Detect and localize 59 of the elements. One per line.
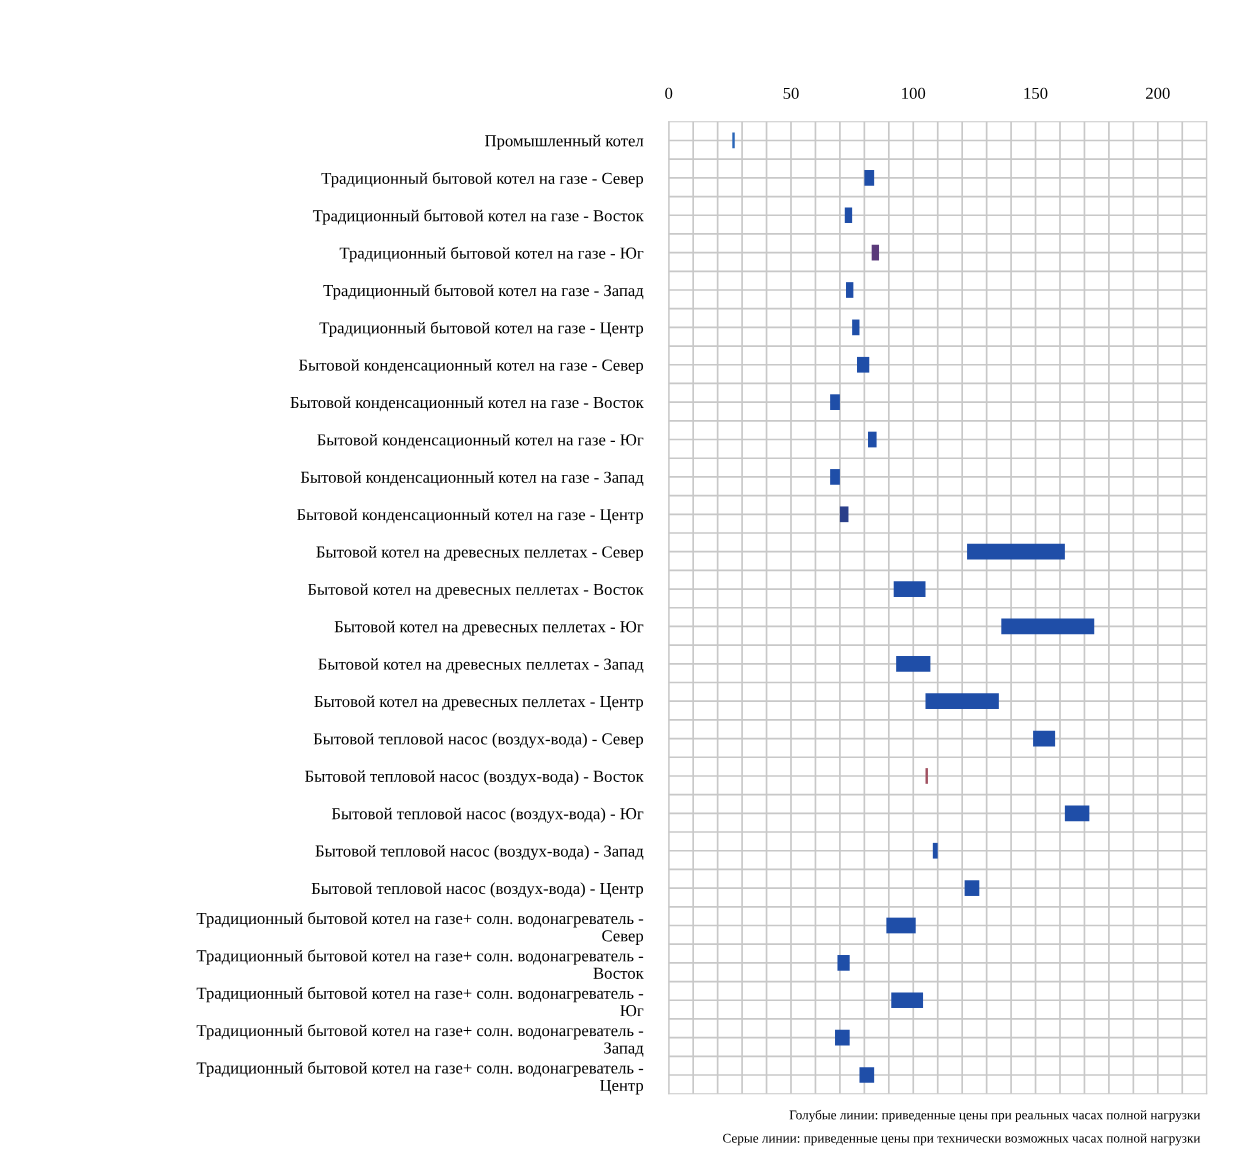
- bar: [925, 693, 999, 710]
- bar: [830, 394, 840, 410]
- bar: [864, 170, 875, 186]
- y-tick-label: Бытовой конденсационный котел на газе - Юг: [317, 433, 644, 449]
- y-tick-label: Традиционный бытовой котел на газе+ солн. водонагреватель - Запад: [196, 1024, 644, 1057]
- bar: [932, 842, 938, 859]
- x-tick-label: 200: [1146, 87, 1170, 99]
- y-tick-label: Бытовой конденсационный котел на газе - Север: [298, 359, 644, 375]
- bar: [1001, 618, 1095, 635]
- bar: [1064, 805, 1090, 822]
- y-tick-label: Традиционный бытовой котел на газе - Восток: [312, 209, 644, 225]
- y-tick-label: Промышленный котел: [485, 134, 644, 150]
- bar: [859, 1067, 875, 1083]
- bar: [732, 132, 735, 149]
- bar: [871, 244, 880, 261]
- x-tick-label: 100: [902, 87, 926, 99]
- x-tick-label: 50: [783, 87, 799, 99]
- y-tick-label: Бытовой котел на древесных пеллетах - Север: [316, 546, 644, 562]
- y-tick-label: Бытовой тепловой насос (воздух-вода) - Север: [313, 732, 644, 748]
- bar: [846, 282, 854, 298]
- bar: [925, 768, 928, 784]
- y-tick-label: Традиционный бытовой котел на газе - Запад: [323, 284, 644, 300]
- text: Серые линии: приведенные цены при технически возможных часах полной нагрузки: [723, 1133, 1201, 1146]
- y-tick-label: Традиционный бытовой котел на газе+ солн. водонагреватель - Север: [196, 911, 644, 945]
- y-tick-label: Традиционный бытовой котел на газе+ солн. водонагреватель - Юг: [196, 986, 644, 1017]
- y-tick-label: Традиционный бытовой котел на газе - Юг: [339, 246, 644, 263]
- bar: [835, 1029, 850, 1046]
- y-tick-label: Бытовой тепловой насос (воздух-вода) - Центр: [311, 882, 644, 898]
- x-tick-label: 0: [665, 87, 673, 99]
- y-tick-label: Традиционный бытовой котел на газе+ солн. водонагреватель - Восток: [196, 949, 644, 979]
- bar: [852, 319, 860, 336]
- bar: [886, 917, 916, 934]
- bar: [893, 581, 926, 597]
- x-tick-label: 150: [1024, 87, 1048, 99]
- y-tick-label: Традиционный бытовой котел на газе+ солн. водонагреватель - Центр: [196, 1061, 644, 1095]
- bar: [1033, 730, 1056, 747]
- bar: [964, 880, 980, 896]
- y-tick-label: Бытовой котел на древесных пеллетах - Запад: [318, 658, 644, 674]
- bar: [857, 356, 870, 373]
- text: Голубые линии: приведенные цены при реальных часах полной нагрузки: [789, 1109, 1201, 1123]
- bar: [830, 469, 840, 485]
- bar: [967, 543, 1065, 560]
- y-tick-label: Бытовой конденсационный котел на газе - Восток: [290, 396, 644, 412]
- bar: [844, 207, 853, 224]
- bar: [891, 992, 924, 1009]
- y-tick-label: Бытовой котел на древесных пеллетах - Восток: [307, 583, 644, 599]
- bar: [896, 655, 931, 672]
- y-tick-label: Бытовой котел на древесных пеллетах - Центр: [314, 695, 644, 711]
- bar: [837, 955, 850, 971]
- y-tick-label: Традиционный бытовой котел на газе - Север: [321, 171, 644, 188]
- bar: [868, 431, 877, 448]
- y-tick-label: Бытовой котел на древесных пеллетах - Юг: [334, 620, 644, 636]
- bar: [839, 506, 849, 523]
- y-tick-label: Бытовой тепловой насос (воздух-вода) - Запад: [315, 844, 644, 861]
- y-tick-label: Бытовой тепловой насос (воздух-вода) - Юг: [331, 807, 644, 823]
- y-tick-label: Традиционный бытовой котел на газе - Центр: [319, 321, 644, 337]
- y-tick-label: Бытовой конденсационный котел на газе - Центр: [296, 508, 644, 524]
- y-tick-label: Бытовой тепловой насос (воздух-вода) - Восток: [305, 770, 644, 786]
- y-tick-label: Бытовой конденсационный котел на газе - Запад: [300, 471, 644, 486]
